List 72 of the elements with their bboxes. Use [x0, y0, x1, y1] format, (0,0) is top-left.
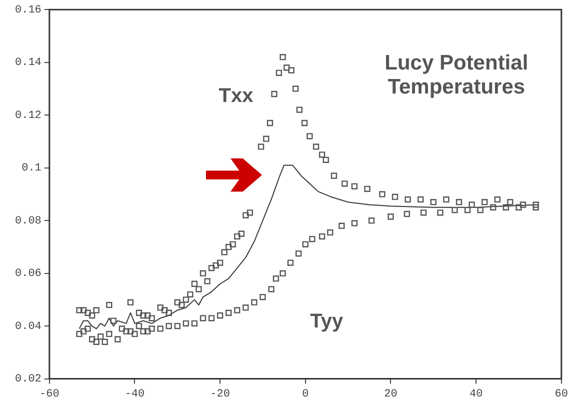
- point: [280, 270, 286, 276]
- point: [140, 328, 146, 334]
- point: [216, 312, 224, 319]
- x-tick-label: 40: [469, 388, 483, 400]
- point: [296, 250, 302, 257]
- point: [234, 307, 240, 314]
- x-tick-label: 60: [554, 388, 568, 400]
- y-tick-label: 0.16: [15, 4, 42, 17]
- point: [516, 204, 522, 210]
- point: [226, 310, 232, 316]
- point: [287, 260, 294, 266]
- point: [437, 210, 444, 216]
- x-tick-label: 0: [302, 388, 309, 400]
- point: [106, 330, 112, 338]
- point: [327, 229, 334, 236]
- point: [98, 334, 104, 340]
- point: [404, 210, 410, 218]
- point: [338, 222, 345, 229]
- y-tick-label: 0.12: [15, 110, 42, 122]
- series-label: Txx: [218, 85, 254, 108]
- point: [477, 206, 484, 214]
- point: [490, 204, 496, 210]
- point: [144, 328, 151, 334]
- point: [174, 322, 180, 330]
- y-tick-label: 0.06: [15, 268, 42, 280]
- x-tick-label: 20: [384, 388, 398, 400]
- point: [136, 322, 142, 330]
- point: [148, 326, 155, 332]
- point: [502, 204, 510, 210]
- point: [420, 210, 427, 216]
- x-tick-label: -60: [40, 388, 60, 400]
- point: [166, 322, 172, 330]
- point: [118, 326, 126, 332]
- point: [84, 326, 91, 332]
- point: [464, 206, 471, 214]
- point: [132, 330, 138, 338]
- point: [102, 338, 108, 345]
- point: [114, 336, 121, 342]
- point: [260, 294, 266, 300]
- point: [309, 236, 316, 242]
- point: [452, 206, 458, 214]
- point: [76, 330, 82, 338]
- point: [242, 304, 249, 311]
- point: [127, 328, 134, 334]
- point: [123, 328, 130, 334]
- y-tick-label: 0.04: [15, 320, 42, 333]
- point: [200, 315, 206, 322]
- point: [302, 241, 308, 248]
- point: [93, 338, 100, 345]
- point: [388, 214, 394, 220]
- x-tick-label: -20: [210, 388, 230, 400]
- point: [182, 320, 190, 326]
- point: [318, 233, 326, 240]
- point: [208, 315, 215, 322]
- point: [110, 318, 116, 324]
- point: [191, 320, 198, 326]
- point: [268, 286, 274, 292]
- text: Tyy: [310, 310, 344, 332]
- y-tick-label: 0.08: [15, 215, 42, 228]
- text: Lucy Potential Temperatures: [384, 52, 528, 99]
- point: [251, 299, 258, 306]
- point: [272, 276, 280, 282]
- x-tick-label: -40: [124, 388, 145, 400]
- point: [157, 326, 164, 332]
- point: [368, 217, 375, 224]
- point: [532, 204, 539, 210]
- y-tick-label: 0.1: [22, 162, 42, 175]
- y-tick-label: 0.14: [15, 57, 42, 70]
- point: [351, 220, 358, 226]
- y-tick-label: 0.02: [15, 374, 42, 386]
- point: [80, 328, 87, 334]
- point: [88, 336, 96, 342]
